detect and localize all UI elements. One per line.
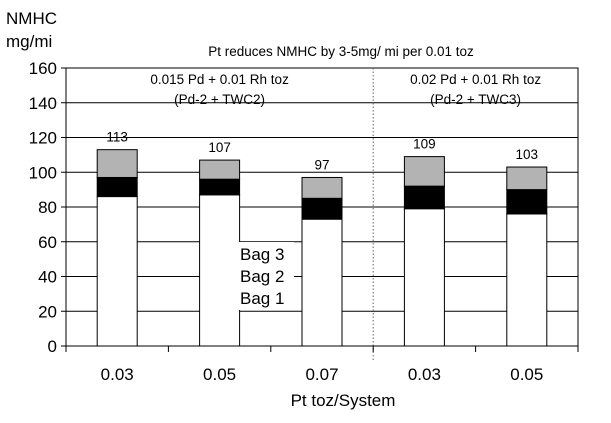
y-tick-label: 0	[48, 337, 57, 356]
y-tick-label: 160	[29, 59, 57, 78]
y-tick-label: 140	[29, 94, 57, 113]
bar-segment-bag-2	[199, 178, 241, 196]
bar-segment-bag-1	[301, 218, 343, 347]
bar-segment-bag-1	[403, 208, 445, 347]
axes: 0 20 40 60 80 100 120 140 160 0.03 0.05 0.07 0.03 0.0…	[29, 59, 579, 384]
bar-total-label: 109	[413, 137, 436, 152]
y-tick-label: 100	[29, 163, 57, 182]
bar-total-label: 97	[314, 157, 329, 172]
bar-segment-bag-2	[301, 197, 343, 220]
legend-background	[238, 242, 294, 310]
legend-label-bag-3: Bag 3	[240, 245, 284, 264]
bar-total-label: 107	[208, 140, 231, 155]
y-axis-label-line-1: NMHC	[6, 9, 57, 28]
x-tick-label: 0.03	[408, 365, 441, 384]
bar-segment-bag-3	[199, 159, 241, 180]
bar-total-label: 103	[516, 147, 539, 162]
x-tick-label: 0.07	[305, 365, 338, 384]
legend-label-bag-1: Bag 1	[240, 289, 284, 308]
x-tick-label: 0.03	[101, 365, 134, 384]
bar-segment-bag-1	[506, 213, 548, 347]
x-tick-label: 0.05	[510, 365, 543, 384]
group-label-line-2: (Pd-2 + TWC3)	[430, 92, 521, 107]
gridlines	[66, 68, 578, 360]
y-tick-label: 60	[38, 233, 57, 252]
bar-segment-bag-3	[506, 166, 548, 191]
bar-segment-bag-2	[506, 189, 548, 215]
chart-title: Pt reduces NMHC by 3-5mg/ mi per 0.01 to…	[208, 44, 474, 59]
group-label-line-1: 0.015 Pd + 0.01 Rh toz	[150, 72, 289, 87]
bar-segment-bag-1	[199, 194, 241, 347]
bar-segment-bag-3	[403, 156, 445, 187]
y-axis-label-line-2: mg/mi	[6, 32, 52, 51]
y-tick-label: 20	[38, 302, 57, 321]
bar-segment-bag-2	[403, 185, 445, 210]
group-label-line-1: 0.02 Pd + 0.01 Rh toz	[410, 72, 541, 87]
bar-segment-bag-3	[301, 176, 343, 199]
bar-segment-bag-1	[96, 196, 138, 347]
y-tick-label: 80	[38, 198, 57, 217]
bar-total-label: 113	[106, 130, 128, 145]
x-tick-label: 0.05	[203, 365, 236, 384]
legend-label-bag-2: Bag 2	[240, 267, 284, 286]
bar-segment-bag-3	[96, 149, 138, 178]
group-label-line-2: (Pd-2 + TWC2)	[174, 92, 265, 107]
labels: 113 107 97 109 103 0.015 Pd + 0.01 Rh toz (Pd-…	[106, 72, 541, 310]
bar-segment-bag-2	[96, 176, 138, 198]
bars	[96, 149, 548, 347]
x-axis-title: Pt toz/System	[291, 391, 396, 410]
y-tick-label: 40	[38, 268, 57, 287]
y-tick-label: 120	[29, 129, 57, 148]
